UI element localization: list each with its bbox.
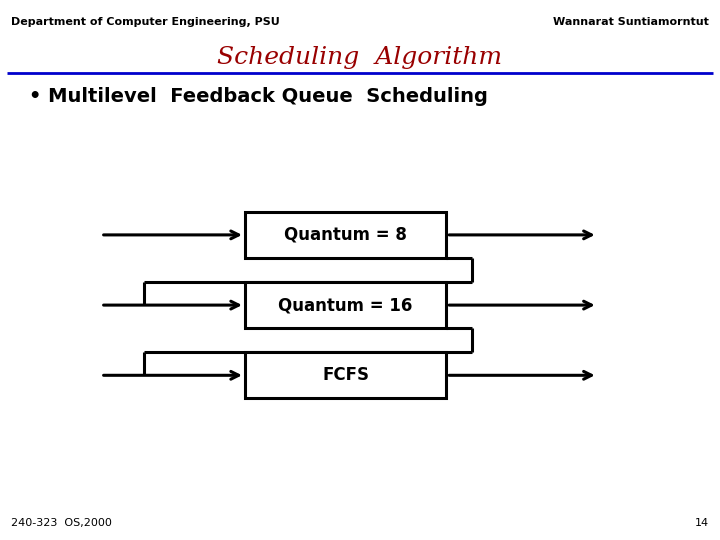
- Bar: [245, 212, 446, 258]
- Bar: [245, 352, 446, 399]
- Text: Scheduling  Algorithm: Scheduling Algorithm: [217, 46, 503, 69]
- Text: Department of Computer Engineering, PSU: Department of Computer Engineering, PSU: [11, 17, 279, 28]
- Text: Quantum = 16: Quantum = 16: [279, 296, 413, 314]
- Text: Quantum = 8: Quantum = 8: [284, 226, 407, 244]
- Bar: [245, 282, 446, 328]
- Text: 14: 14: [695, 518, 709, 528]
- Text: Wannarat Suntiamorntut: Wannarat Suntiamorntut: [554, 17, 709, 28]
- Text: FCFS: FCFS: [322, 366, 369, 384]
- Text: • Multilevel  Feedback Queue  Scheduling: • Multilevel Feedback Queue Scheduling: [29, 87, 487, 106]
- Text: 240-323  OS,2000: 240-323 OS,2000: [11, 518, 112, 528]
